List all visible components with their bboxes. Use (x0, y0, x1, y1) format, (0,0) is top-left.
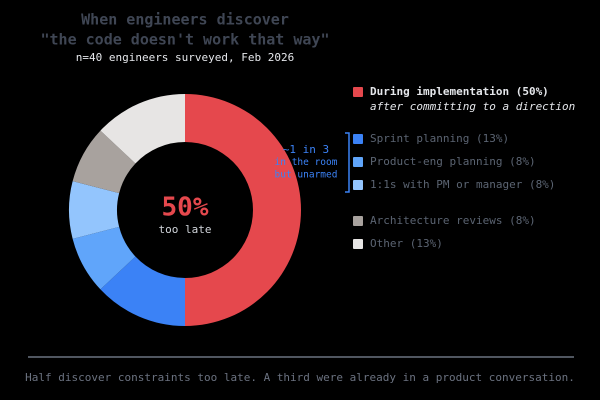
chart-subtitle: n=40 engineers surveyed, Feb 2026 (76, 51, 295, 64)
donut-slice (100, 256, 185, 326)
legend-swatch (353, 239, 363, 249)
legend-swatch (353, 134, 363, 144)
legend-label: During implementation (50%) (370, 85, 549, 98)
annotation: in the room (275, 157, 338, 168)
legend-swatch (353, 157, 363, 167)
annotation: ~1 in 3 (283, 143, 329, 156)
center-value: 50% (162, 193, 209, 223)
legend-swatch (353, 216, 363, 226)
bracket (345, 132, 350, 193)
annotation: but unarmed (275, 170, 338, 181)
chart-title: When engineers discover (81, 11, 289, 29)
donut-slice (100, 94, 185, 164)
chart-title: "the code doesn't work that way" (41, 31, 330, 49)
legend-label: Product-eng planning (8%) (370, 155, 536, 168)
donut-slice (185, 94, 301, 326)
legend-label: 1:1s with PM or manager (8%) (370, 178, 555, 191)
legend-label: Architecture reviews (8%) (370, 214, 536, 227)
legend-swatch (353, 87, 363, 97)
legend-note: after committing to a direction (370, 100, 575, 113)
legend-label: Other (13%) (370, 237, 443, 250)
donut-slice (72, 226, 136, 290)
legend-swatch (353, 180, 363, 190)
legend-label: Sprint planning (13%) (370, 132, 509, 145)
footnote: Half discover constraints too late. A th… (25, 371, 575, 384)
donut-slice (69, 181, 120, 239)
center-caption: too late (159, 223, 212, 236)
donut-slice (72, 130, 136, 194)
